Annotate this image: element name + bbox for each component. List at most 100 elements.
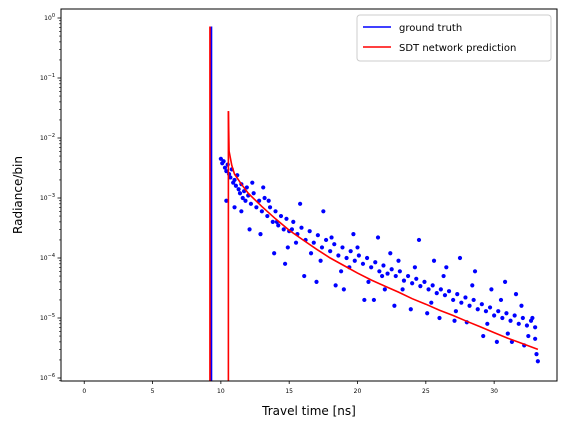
ground-truth-point <box>261 185 266 190</box>
x-axis-label: Travel time [ns] <box>261 404 356 418</box>
ground-truth-point <box>452 318 457 323</box>
ground-truth-point <box>364 255 370 261</box>
series-layer <box>209 26 540 381</box>
ground-truth-point <box>308 251 314 256</box>
ground-truth-point <box>336 253 341 258</box>
ground-truth-point <box>348 249 353 254</box>
ground-truth-point <box>380 273 385 279</box>
ground-truth-point <box>533 325 538 330</box>
plot-background <box>61 9 557 381</box>
ground-truth-point <box>307 229 312 234</box>
ground-truth-point <box>366 279 371 284</box>
ground-truth-point <box>429 300 434 305</box>
ground-truth-point <box>451 297 456 303</box>
ground-truth-point <box>441 273 446 279</box>
ground-truth-point <box>385 271 390 276</box>
y-tick-label: 10−2 <box>40 133 55 142</box>
ground-truth-point <box>281 227 286 232</box>
ground-truth-point <box>381 263 386 268</box>
ground-truth-point <box>526 333 531 339</box>
x-tick-label: 20 <box>354 388 362 395</box>
legend-box <box>356 14 552 62</box>
ground-truth-point <box>442 293 448 298</box>
ground-truth-point <box>321 209 326 214</box>
ground-truth-point <box>276 223 281 228</box>
ground-truth-point <box>463 295 468 300</box>
ground-truth-point <box>237 191 243 196</box>
ground-truth-point <box>512 313 517 318</box>
ground-truth-point <box>388 251 393 256</box>
ground-truth-point <box>467 303 472 308</box>
ground-truth-point <box>285 245 290 250</box>
ground-truth-point <box>329 235 334 240</box>
ground-truth-point <box>508 318 513 323</box>
ground-truth-point <box>455 292 460 297</box>
ground-truth-point <box>356 253 361 258</box>
ground-truth-point <box>360 261 366 266</box>
ground-truth-point <box>389 267 394 272</box>
ground-truth-point <box>414 276 419 281</box>
x-tick-label: 25 <box>422 388 430 395</box>
x-tick-label: 0 <box>82 388 86 395</box>
ground-truth-point <box>459 300 464 305</box>
ground-truth-point <box>240 195 245 201</box>
x-tick-label: 15 <box>285 388 293 395</box>
x-tick-label: 30 <box>490 388 498 395</box>
ground-truth-point <box>332 242 337 247</box>
ground-truth-point <box>319 245 325 250</box>
ground-truth-point <box>425 311 430 316</box>
ground-truth-point <box>471 297 476 303</box>
ground-truth-point <box>513 292 519 297</box>
ground-truth-point <box>228 175 233 180</box>
ground-truth-point <box>344 255 349 261</box>
ground-truth-point <box>520 315 525 321</box>
y-axis-label: Radiance/bin <box>11 156 25 234</box>
ground-truth-point <box>224 198 229 203</box>
ground-truth-point <box>400 287 405 292</box>
ground-truth-point <box>270 219 275 224</box>
axes-layer: 0 5 10 15 20 25 30 100 10−1 10−2 10−3 10−4 10−5 10−6 <box>40 13 498 395</box>
ground-truth-point <box>272 251 277 256</box>
y-tick-label: 10−3 <box>40 193 55 202</box>
ground-truth-point <box>323 237 329 243</box>
ground-truth-point <box>431 258 437 263</box>
ground-truth-point <box>311 240 316 245</box>
legend-label-ground-truth: ground truth <box>399 23 462 34</box>
ground-truth-point <box>410 281 415 286</box>
ground-truth-point <box>535 359 540 364</box>
y-tick-label: 100 <box>44 13 55 22</box>
ground-truth-point <box>251 191 256 196</box>
ground-truth-point <box>259 209 264 214</box>
ground-truth-point <box>273 209 278 214</box>
ground-truth-point <box>418 284 423 289</box>
ground-truth-point <box>457 255 463 261</box>
ground-truth-point <box>492 313 497 318</box>
ground-truth-point <box>405 273 411 279</box>
ground-truth-point <box>422 279 427 284</box>
legend: ground truth SDT network prediction <box>356 14 552 62</box>
ground-truth-point <box>444 265 449 270</box>
ground-truth-point <box>494 339 499 344</box>
ground-truth-point <box>278 213 284 219</box>
ground-truth-point <box>485 321 490 326</box>
ground-truth-point <box>267 205 273 210</box>
ground-truth-point <box>519 303 524 308</box>
ground-truth-point <box>396 258 401 263</box>
ground-truth-point <box>475 307 480 312</box>
ground-truth-point <box>472 269 478 274</box>
ground-truth-point <box>434 291 439 296</box>
ground-truth-point <box>232 205 237 210</box>
ground-truth-point <box>524 323 530 328</box>
ground-truth-point <box>483 309 489 314</box>
ground-truth-point <box>282 261 288 266</box>
ground-truth-point <box>239 209 244 214</box>
ground-truth-point <box>401 278 407 283</box>
y-tick-label: 10−1 <box>40 73 55 82</box>
ground-truth-point <box>416 237 422 243</box>
ground-truth-point <box>218 156 223 161</box>
ground-truth-point <box>412 265 417 270</box>
ground-truth-point <box>340 245 345 250</box>
ground-truth-point <box>489 287 494 292</box>
ground-truth-point <box>248 201 254 206</box>
